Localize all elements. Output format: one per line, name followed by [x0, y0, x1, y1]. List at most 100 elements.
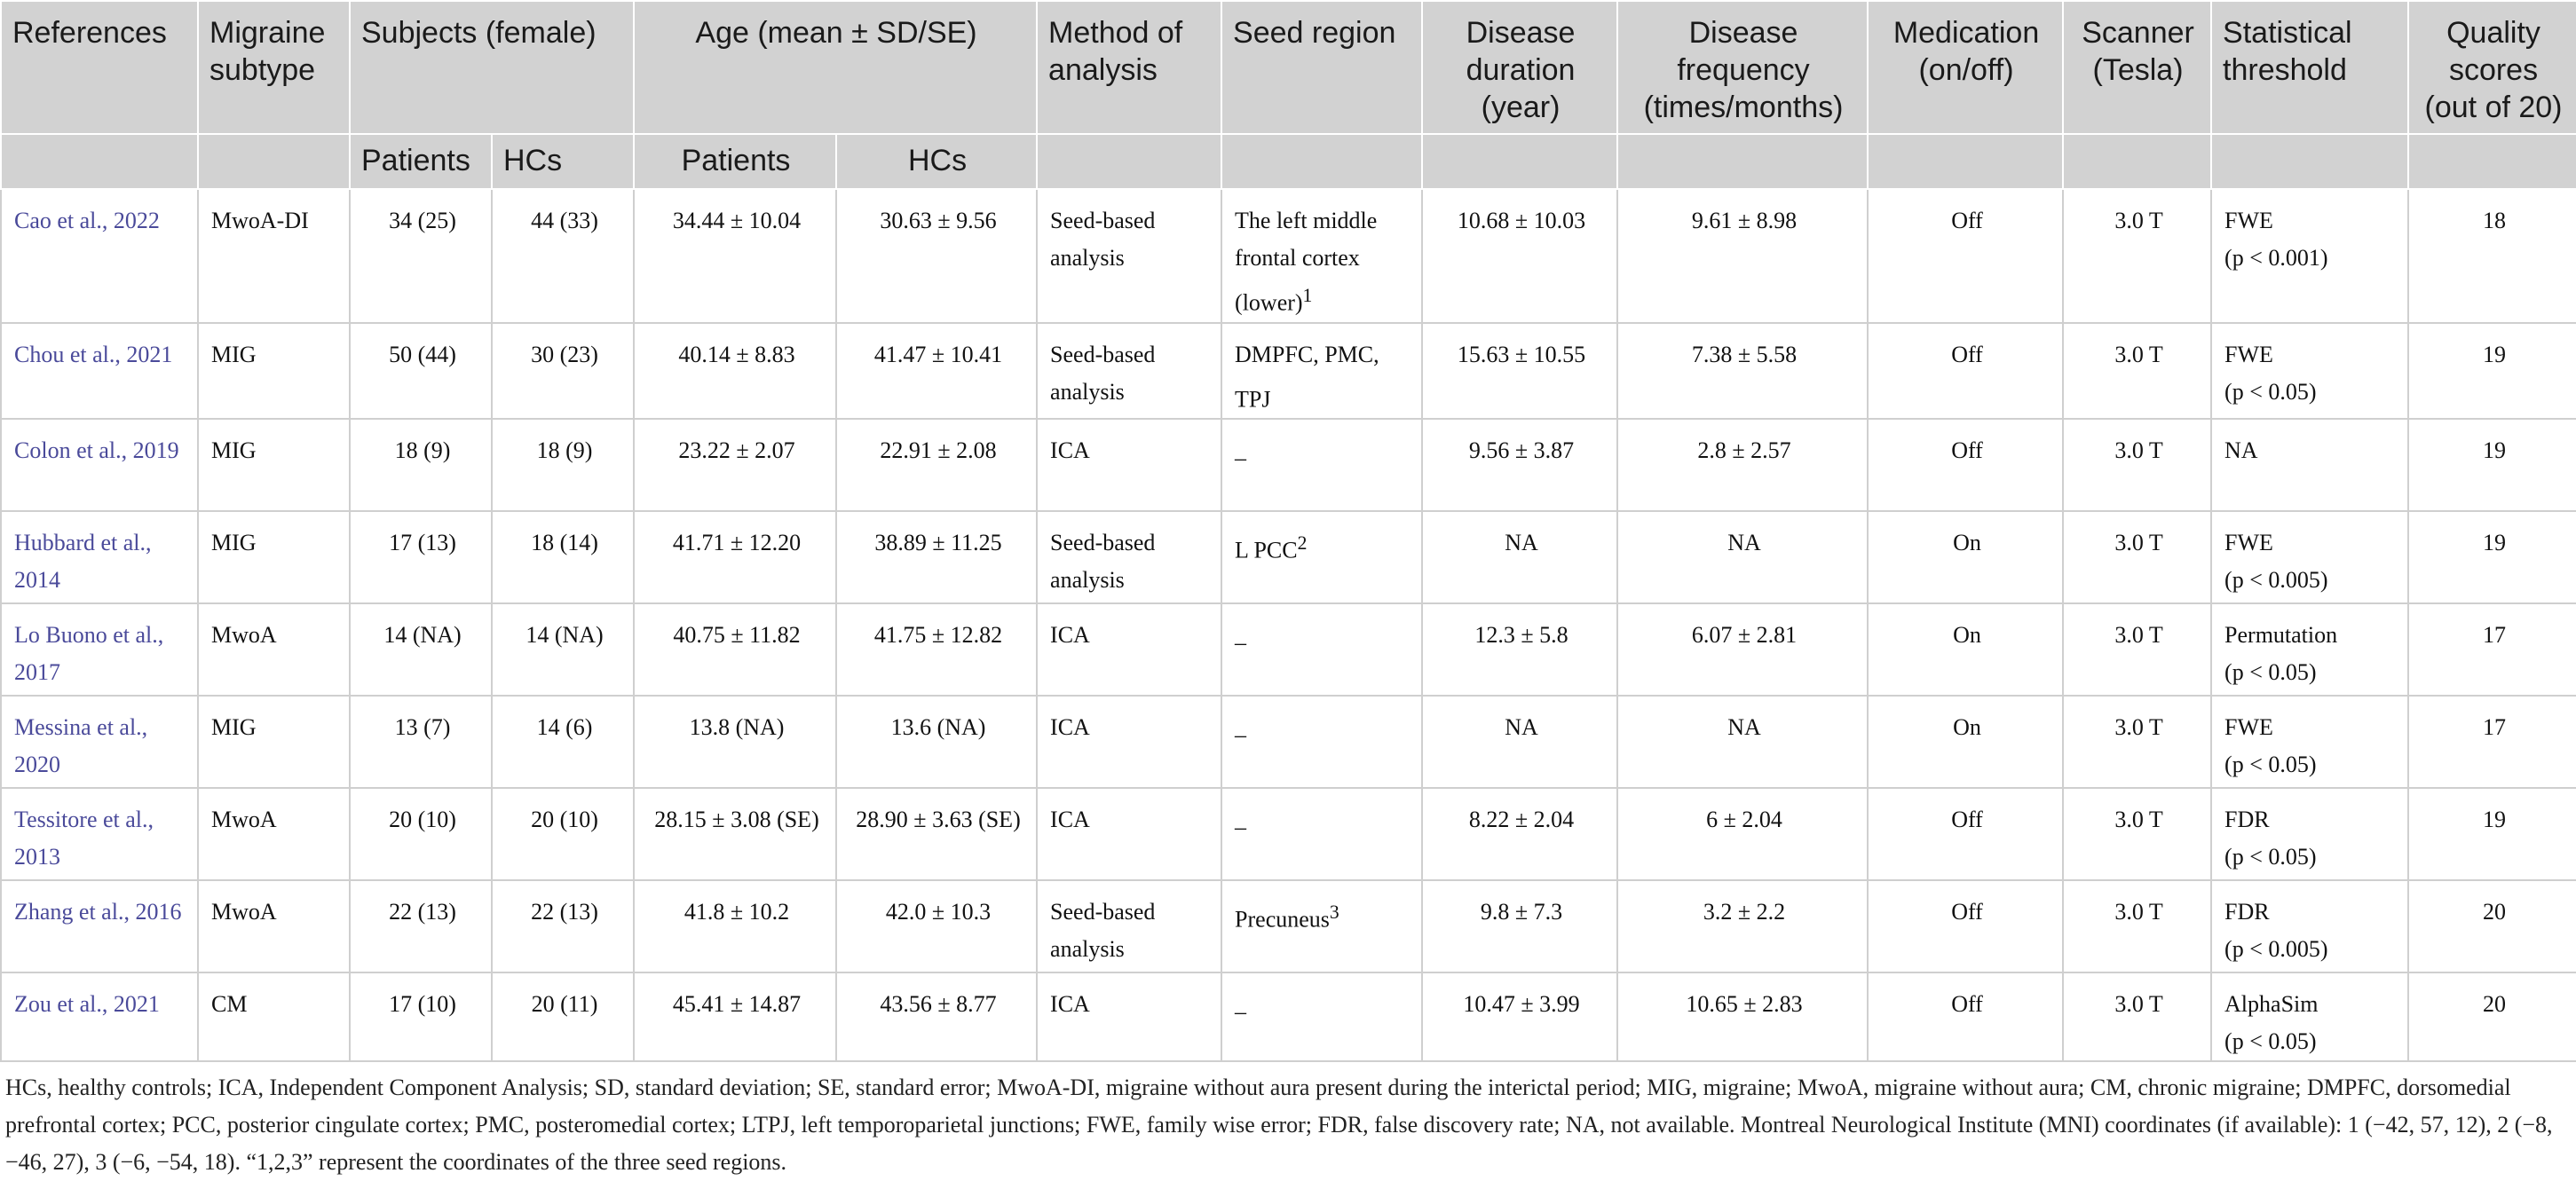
table-row: Tessitore et al., 2013 MwoA 20 (10) 20 (… [0, 787, 2576, 881]
cell-reference-link[interactable]: Zhang et al., 2016 [0, 879, 198, 973]
table-row: Zhang et al., 2016 MwoA 22 (13) 22 (13) … [0, 879, 2576, 973]
cell-medication: Off [1867, 188, 2064, 323]
cell-seed-region: DMPFC, PMC, TPJ [1221, 321, 1423, 420]
table-row: Lo Buono et al., 2017 MwoA 14 (NA) 14 (N… [0, 602, 2576, 697]
header-method: Method of analysis [1036, 0, 1223, 135]
seed-superscript: 1 [1302, 285, 1313, 306]
cell-age-patients: 41.8 ± 10.2 [633, 879, 837, 973]
cell-seed-region: – [1221, 695, 1423, 789]
cell-subjects-patients: 14 (NA) [349, 602, 492, 697]
cell-quality: 19 [2407, 510, 2576, 604]
threshold-p-value: (p < 0.005) [2224, 567, 2328, 594]
cell-subjects-patients: 50 (44) [349, 321, 492, 420]
cell-method: ICA [1036, 972, 1222, 1063]
cell-subtype: MIG [197, 510, 350, 604]
cell-age-hcs: 41.75 ± 12.82 [835, 602, 1038, 697]
seed-text: – [1235, 814, 1247, 840]
cell-medication: On [1867, 510, 2064, 604]
subheader-empty [197, 133, 351, 190]
cell-medication: Off [1867, 321, 2064, 420]
table-row: Chou et al., 2021 MIG 50 (44) 30 (23) 40… [0, 321, 2576, 420]
cell-reference-link[interactable]: Cao et al., 2022 [0, 188, 198, 323]
subheader-empty [2062, 133, 2213, 190]
cell-reference-link[interactable]: Zou et al., 2021 [0, 972, 198, 1063]
threshold-p-value: (p < 0.05) [2224, 659, 2317, 686]
threshold-p-value: (p < 0.05) [2224, 1028, 2317, 1055]
cell-age-hcs: 38.89 ± 11.25 [835, 510, 1038, 604]
cell-age-hcs: 43.56 ± 8.77 [835, 972, 1038, 1063]
subheader-empty [0, 133, 199, 190]
cell-scanner: 3.0 T [2062, 695, 2212, 789]
cell-duration: 9.8 ± 7.3 [1421, 879, 1618, 973]
cell-seed-region: – [1221, 787, 1423, 881]
cell-quality: 18 [2407, 188, 2576, 323]
threshold-p-value: (p < 0.005) [2224, 936, 2328, 963]
cell-threshold: AlphaSim (p < 0.05) [2210, 972, 2409, 1063]
table-header: References Migraine subtype Subjects (fe… [0, 0, 2576, 190]
cell-subjects-patients: 17 (10) [349, 972, 492, 1063]
cell-subjects-patients: 18 (9) [349, 418, 492, 512]
subheader-age-hcs: HCs [835, 133, 1039, 190]
cell-subjects-patients: 34 (25) [349, 188, 492, 323]
cell-duration: 15.63 ± 10.55 [1421, 321, 1618, 420]
studies-table: References Migraine subtype Subjects (fe… [0, 0, 2576, 1063]
cell-reference-link[interactable]: Colon et al., 2019 [0, 418, 198, 512]
cell-age-patients: 40.75 ± 11.82 [633, 602, 837, 697]
cell-medication: Off [1867, 879, 2064, 973]
header-disease-duration: Disease duration (year) [1421, 0, 1619, 135]
cell-scanner: 3.0 T [2062, 972, 2212, 1063]
seed-text: – [1235, 721, 1247, 748]
cell-age-hcs: 28.90 ± 3.63 (SE) [835, 787, 1038, 881]
cell-duration: NA [1421, 695, 1618, 789]
threshold-method: FWE [2224, 714, 2273, 741]
cell-frequency: 6.07 ± 2.81 [1616, 602, 1869, 697]
cell-scanner: 3.0 T [2062, 418, 2212, 512]
cell-method: ICA [1036, 787, 1222, 881]
table-row: Colon et al., 2019 MIG 18 (9) 18 (9) 23.… [0, 418, 2576, 512]
cell-quality: 17 [2407, 602, 2576, 697]
cell-reference-link[interactable]: Chou et al., 2021 [0, 321, 198, 420]
seed-text: The left middle frontal cortex (lower) [1235, 208, 1378, 316]
cell-subtype: MIG [197, 321, 350, 420]
cell-method: Seed-based analysis [1036, 879, 1222, 973]
cell-method: ICA [1036, 695, 1222, 789]
cell-reference-link[interactable]: Hubbard et al., 2014 [0, 510, 198, 604]
seed-superscript: 3 [1329, 901, 1339, 924]
cell-medication: On [1867, 602, 2064, 697]
cell-medication: Off [1867, 787, 2064, 881]
cell-subtype: MwoA [197, 602, 350, 697]
cell-reference-link[interactable]: Lo Buono et al., 2017 [0, 602, 198, 697]
cell-subjects-patients: 13 (7) [349, 695, 492, 789]
cell-method: Seed-based analysis [1036, 188, 1222, 323]
cell-subjects-hcs: 18 (9) [490, 418, 635, 512]
cell-quality: 20 [2407, 972, 2576, 1063]
threshold-method: FDR [2224, 807, 2270, 833]
threshold-method: FWE [2224, 341, 2273, 367]
cell-threshold: FDR (p < 0.05) [2210, 787, 2409, 881]
cell-duration: NA [1421, 510, 1618, 604]
cell-scanner: 3.0 T [2062, 510, 2212, 604]
cell-reference-link[interactable]: Tessitore et al., 2013 [0, 787, 198, 881]
cell-subtype: MwoA [197, 787, 350, 881]
cell-reference-link[interactable]: Messina et al., 2020 [0, 695, 198, 789]
seed-text: L PCC [1235, 537, 1298, 563]
cell-scanner: 3.0 T [2062, 879, 2212, 973]
seed-text: – [1235, 998, 1247, 1025]
cell-subjects-hcs: 30 (23) [490, 321, 635, 420]
cell-frequency: 9.61 ± 8.98 [1616, 188, 1869, 323]
header-age: Age (mean ± SD/SE) [633, 0, 1039, 135]
cell-method: ICA [1036, 602, 1222, 697]
table-wrapper: References Migraine subtype Subjects (fe… [0, 0, 2576, 1063]
cell-scanner: 3.0 T [2062, 321, 2212, 420]
cell-threshold: FWE (p < 0.001) [2210, 188, 2409, 323]
seed-text: – [1235, 629, 1247, 656]
cell-subtype: MwoA [197, 879, 350, 973]
cell-subjects-hcs: 14 (NA) [490, 602, 635, 697]
cell-threshold: FDR (p < 0.005) [2210, 879, 2409, 973]
seed-text: – [1235, 445, 1247, 471]
cell-frequency: NA [1616, 695, 1869, 789]
cell-method: Seed-based analysis [1036, 510, 1222, 604]
header-medication: Medication (on/off) [1867, 0, 2065, 135]
threshold-p-value: (p < 0.05) [2224, 844, 2317, 870]
table-row: Messina et al., 2020 MIG 13 (7) 14 (6) 1… [0, 695, 2576, 789]
